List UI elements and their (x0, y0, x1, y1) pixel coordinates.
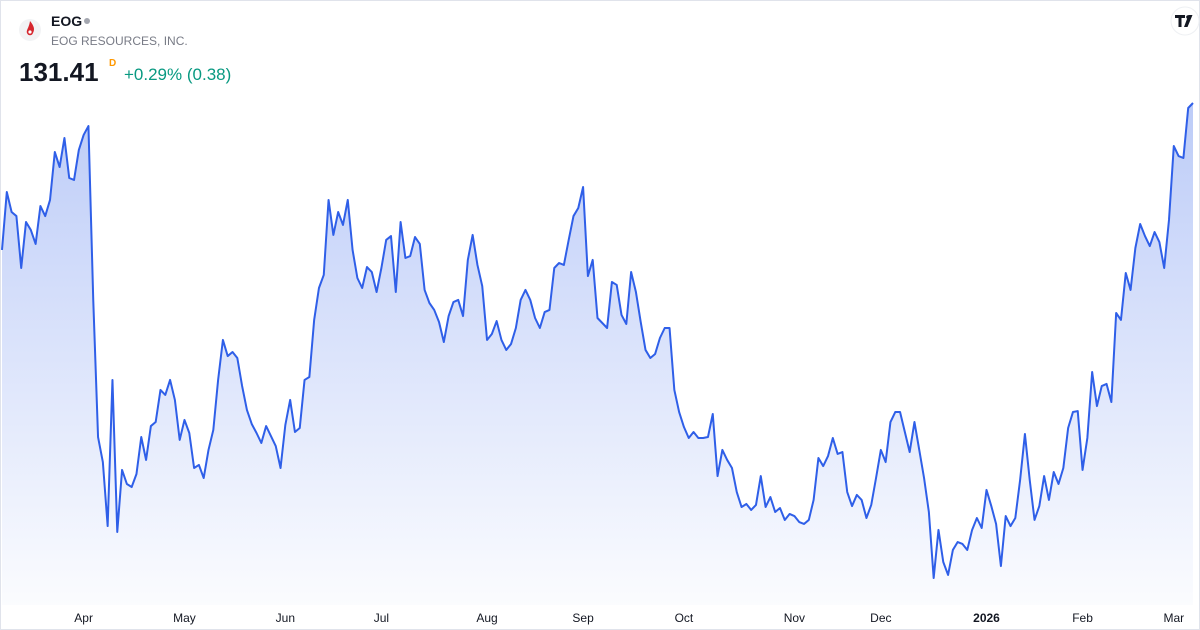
x-tick-label: Jul (374, 611, 389, 625)
x-tick-label: Aug (476, 611, 497, 625)
x-tick-label: Nov (784, 611, 805, 625)
company-name: EOG RESOURCES, INC. (51, 34, 188, 48)
x-tick-label: Feb (1072, 611, 1093, 625)
plot-area (1, 102, 1194, 605)
x-tick-label: Apr (74, 611, 93, 625)
price: 131.41 (19, 57, 99, 87)
logo-flame-core (28, 30, 32, 34)
price-line (1, 102, 1194, 579)
symbol: EOG (51, 13, 82, 29)
x-tick-label: May (173, 611, 196, 625)
x-tick-label: Mar (1163, 611, 1184, 625)
x-tick-label: Oct (675, 611, 694, 625)
x-tick-label: Jun (276, 611, 295, 625)
price-change: +0.29% (0.38) (124, 65, 231, 84)
area-fill (2, 103, 1193, 605)
x-tick-label: Dec (870, 611, 891, 625)
interval: D (109, 58, 116, 69)
tradingview-logo (1170, 6, 1200, 36)
x-tick-label: 2026 (973, 611, 1000, 625)
status-dot (84, 18, 90, 24)
x-tick-label: Sep (572, 611, 594, 625)
